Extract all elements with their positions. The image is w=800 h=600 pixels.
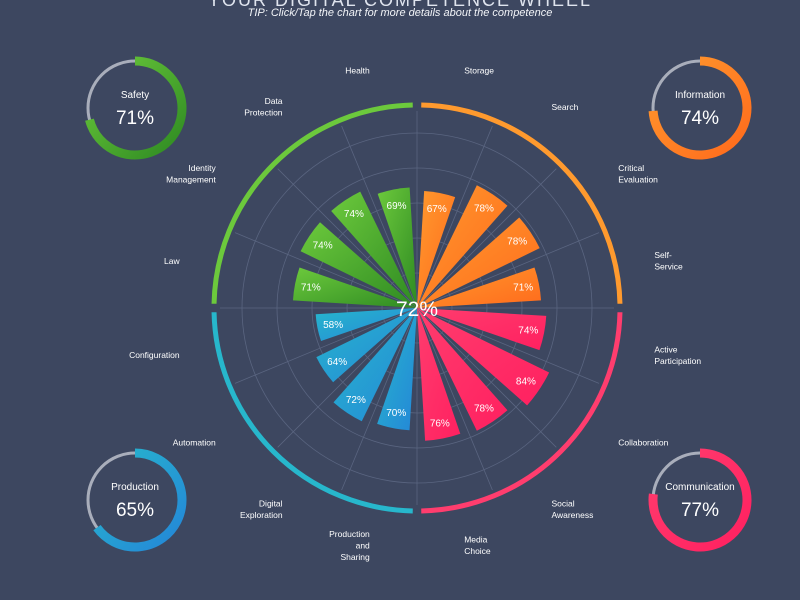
value-label-active-participation: 74% — [518, 326, 538, 337]
bar-social-awareness[interactable] — [417, 308, 508, 431]
value-label-critical-evaluation: 78% — [507, 237, 527, 248]
category-label-production-and-sharing[interactable]: Production and Sharing — [329, 529, 370, 562]
bar-self--service[interactable] — [417, 267, 542, 308]
gauge-label-information: Information — [675, 90, 725, 101]
category-label-active-participation[interactable]: Active Participation — [654, 344, 701, 366]
chart-title: YOUR DIGITAL COMPETENCE WHEEL — [207, 0, 593, 10]
competence-bars — [292, 185, 550, 441]
value-label-data-protection: 74% — [344, 209, 364, 220]
category-label-health[interactable]: Health — [345, 66, 370, 76]
center-value: 72% — [396, 298, 438, 321]
gauge-label-safety: Safety — [121, 90, 149, 101]
value-label-collaboration: 84% — [516, 376, 536, 387]
gauge-arc-safety — [85, 56, 187, 160]
value-label-identity-management: 74% — [313, 240, 333, 251]
category-label-law[interactable]: Law — [164, 256, 180, 266]
bar-critical-evaluation[interactable] — [417, 217, 540, 308]
value-label-storage: 67% — [427, 204, 447, 215]
value-label-configuration: 58% — [323, 320, 343, 331]
gauge-value-safety: 71% — [116, 108, 154, 129]
value-label-search: 78% — [474, 203, 494, 214]
bar-search[interactable] — [417, 185, 508, 308]
category-label-collaboration[interactable]: Collaboration — [618, 437, 668, 447]
category-label-data-protection[interactable]: Data Protection — [244, 96, 283, 118]
bar-media-choice[interactable] — [417, 308, 461, 441]
area-gauges: Information 74% Communication 77% Production… — [85, 56, 752, 552]
bar-digital-exploration[interactable] — [333, 308, 417, 422]
bar-automation[interactable] — [316, 308, 417, 383]
value-label-production-and-sharing: 70% — [386, 408, 406, 419]
gauge-safety[interactable]: Safety 71% — [85, 56, 187, 160]
gauge-production[interactable]: Production 65% — [86, 448, 187, 552]
category-label-configuration[interactable]: Configuration — [129, 350, 180, 360]
gauge-arc-information — [648, 56, 752, 160]
bar-configuration[interactable] — [315, 308, 417, 342]
value-label-self--service: 71% — [513, 282, 533, 293]
value-label-media-choice: 76% — [430, 418, 450, 429]
gauge-arc-production — [93, 448, 187, 552]
bar-collaboration[interactable] — [417, 308, 550, 406]
area-arc-safety[interactable] — [211, 102, 413, 304]
value-labels: 67% 78% 78% 71% 74% 84% 78% 76% 70% 72% 64% 58% 71% 7… — [301, 201, 539, 429]
category-label-automation[interactable]: Automation — [173, 437, 216, 447]
category-labels: Storage Search Critical Evaluation Self-Serv… — [129, 66, 701, 562]
gauge-label-communication: Communication — [665, 482, 734, 493]
area-arc-production[interactable] — [211, 312, 413, 514]
category-label-storage[interactable]: Storage — [464, 66, 494, 76]
value-label-digital-exploration: 72% — [346, 395, 366, 406]
value-label-health: 69% — [387, 201, 407, 212]
bar-production-and-sharing[interactable] — [377, 308, 417, 431]
chart-tip: TIP: Click/Tap the chart for more detail… — [247, 7, 553, 19]
gauge-communication[interactable]: Communication 77% — [648, 448, 752, 552]
gauge-label-production: Production — [111, 482, 159, 493]
category-label-identity-management[interactable]: Identity Management — [166, 163, 216, 185]
gauge-value-communication: 77% — [681, 500, 719, 521]
area-arcs — [211, 102, 623, 514]
category-label-critical-evaluation[interactable]: Critical Evaluation — [618, 163, 658, 185]
bar-identity-management[interactable] — [300, 222, 417, 308]
category-label-digital-exploration[interactable]: Digital Exploration — [240, 498, 283, 519]
bar-law[interactable] — [292, 267, 417, 308]
category-label-search[interactable]: Search — [551, 102, 578, 112]
bar-health[interactable] — [377, 187, 417, 308]
bar-data-protection[interactable] — [331, 191, 417, 308]
area-arc-information[interactable] — [421, 102, 623, 304]
category-label-media-choice[interactable]: Media Choice — [464, 535, 491, 557]
category-label-self--service[interactable]: Self-Service — [654, 250, 683, 272]
bar-storage[interactable] — [417, 190, 456, 308]
gauge-value-information: 74% — [681, 108, 719, 129]
bar-active-participation[interactable] — [417, 308, 547, 351]
gauge-information[interactable]: Information 74% — [648, 56, 752, 160]
value-label-social-awareness: 78% — [474, 404, 494, 415]
value-label-automation: 64% — [327, 357, 347, 368]
value-label-law: 71% — [301, 282, 321, 293]
category-label-social-awareness[interactable]: Social Awareness — [551, 498, 593, 519]
area-arc-communication[interactable] — [421, 312, 623, 514]
gauge-value-production: 65% — [116, 500, 154, 521]
gauge-arc-communication — [648, 448, 752, 552]
polar-grid — [220, 111, 614, 505]
